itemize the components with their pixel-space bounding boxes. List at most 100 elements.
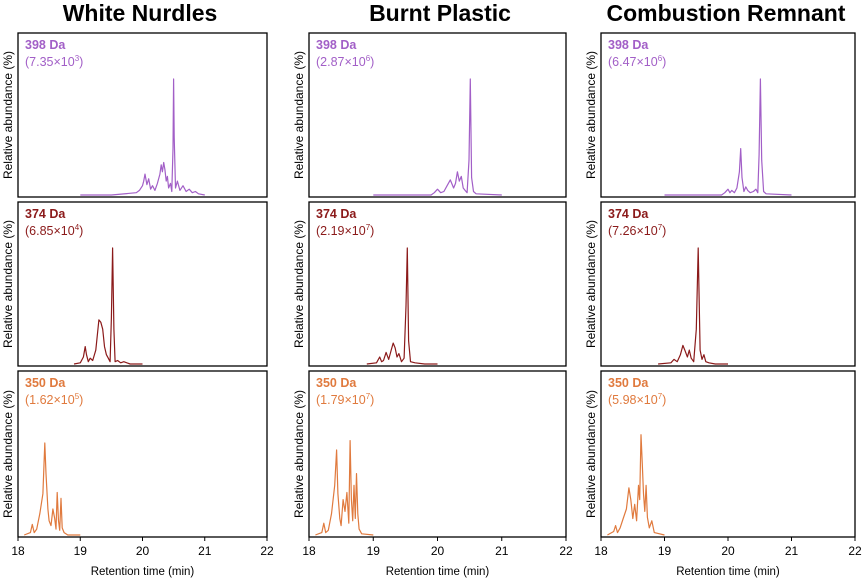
y-axis-label: Relative abundance (%)	[292, 390, 306, 518]
abundance-close: )	[662, 224, 666, 238]
chart-title: Combustion Remnant	[607, 0, 846, 26]
x-tick-label: 22	[848, 544, 862, 558]
x-tick-label: 21	[198, 544, 212, 558]
panel-350-da: Relative abundance (%) 350 Da (1.79×107)	[292, 370, 567, 538]
mass-label: 374 Da	[608, 207, 649, 221]
trace-line	[658, 247, 728, 365]
y-axis-label: Relative abundance (%)	[584, 220, 598, 348]
trace-line	[23, 442, 81, 536]
trace-line	[73, 247, 143, 365]
trace-line	[315, 440, 374, 536]
abundance-close: )	[370, 393, 374, 407]
abundance-label: (2.87×106)	[316, 54, 374, 69]
x-tick-label: 20	[136, 544, 150, 558]
abundance-exponent: 4	[75, 223, 80, 232]
abundance-close: )	[79, 393, 83, 407]
abundance-base: (1.62×10	[25, 393, 75, 407]
y-axis-label: Relative abundance (%)	[584, 51, 598, 179]
trace-line	[366, 247, 438, 365]
chart-column-1: White Nurdles Relative abundance (%) 398 D…	[1, 0, 274, 578]
panel-frame	[308, 32, 567, 198]
abundance-base: (5.98×10	[608, 393, 658, 407]
x-axis-label: Retention time (min)	[676, 566, 780, 578]
trace-line	[607, 434, 665, 536]
abundance-base: (7.35×10	[25, 55, 75, 69]
x-tick-label: 22	[260, 544, 274, 558]
x-axis-label: Retention time (min)	[386, 566, 490, 578]
chart-column-3: Combustion Remnant Relative abundance (%)…	[584, 0, 862, 578]
x-tick-label: 21	[495, 544, 509, 558]
mass-label: 398 Da	[608, 38, 649, 52]
y-axis-label: Relative abundance (%)	[1, 390, 15, 518]
mass-label: 398 Da	[25, 38, 66, 52]
mass-label: 350 Da	[25, 376, 66, 390]
panel-350-da: Relative abundance (%) 350 Da (5.98×107)	[584, 370, 856, 538]
x-tick-label: 20	[721, 544, 735, 558]
panel-374-da: Relative abundance (%) 374 Da (7.26×107)	[584, 201, 856, 367]
x-tick-label: 21	[785, 544, 799, 558]
x-tick-label: 19	[74, 544, 88, 558]
panel-374-da: Relative abundance (%) 374 Da (2.19×107)	[292, 201, 567, 367]
y-axis-label: Relative abundance (%)	[1, 51, 15, 179]
mass-label: 374 Da	[316, 207, 357, 221]
panel-frame	[308, 201, 567, 367]
abundance-exponent: 5	[75, 392, 80, 401]
abundance-base: (7.26×10	[608, 224, 658, 238]
abundance-label: (6.85×104)	[25, 223, 83, 238]
abundance-close: )	[370, 224, 374, 238]
x-tick-label: 20	[431, 544, 445, 558]
panel-398-da: Relative abundance (%) 398 Da (7.35×103)	[1, 32, 268, 198]
panel-frame	[17, 201, 268, 367]
abundance-exponent: 6	[658, 54, 663, 63]
abundance-exponent: 7	[366, 392, 371, 401]
y-axis-label: Relative abundance (%)	[292, 220, 306, 348]
panel-frame	[600, 32, 856, 198]
abundance-label: (7.26×107)	[608, 223, 666, 238]
abundance-label: (5.98×107)	[608, 392, 666, 407]
mass-label: 398 Da	[316, 38, 357, 52]
abundance-base: (2.87×10	[316, 55, 366, 69]
trace-line	[373, 78, 502, 196]
chart-title: White Nurdles	[63, 0, 218, 26]
abundance-close: )	[79, 224, 83, 238]
panel-374-da: Relative abundance (%) 374 Da (6.85×104)	[1, 201, 268, 367]
trace-line	[664, 78, 792, 196]
y-axis-label: Relative abundance (%)	[1, 220, 15, 348]
abundance-base: (6.85×10	[25, 224, 75, 238]
abundance-exponent: 6	[366, 54, 371, 63]
x-tick-label: 18	[594, 544, 608, 558]
trace-line	[80, 78, 205, 196]
abundance-base: (2.19×10	[316, 224, 366, 238]
mass-label: 374 Da	[25, 207, 66, 221]
panel-350-da: Relative abundance (%) 350 Da (1.62×105)	[1, 370, 268, 538]
panel-398-da: Relative abundance (%) 398 Da (6.47×106)	[584, 32, 856, 198]
abundance-label: (2.19×107)	[316, 223, 374, 238]
abundance-base: (1.79×10	[316, 393, 366, 407]
x-axis-label: Retention time (min)	[91, 566, 195, 578]
abundance-label: (7.35×103)	[25, 54, 83, 69]
abundance-base: (6.47×10	[608, 55, 658, 69]
x-tick-label: 22	[559, 544, 573, 558]
abundance-label: (1.79×107)	[316, 392, 374, 407]
panel-frame	[17, 32, 268, 198]
abundance-exponent: 3	[75, 54, 80, 63]
abundance-close: )	[370, 55, 374, 69]
abundance-exponent: 7	[658, 223, 663, 232]
abundance-close: )	[79, 55, 83, 69]
mass-label: 350 Da	[316, 376, 357, 390]
abundance-label: (1.62×105)	[25, 392, 83, 407]
abundance-close: )	[662, 55, 666, 69]
panel-frame	[600, 201, 856, 367]
mass-label: 350 Da	[608, 376, 649, 390]
y-axis-label: Relative abundance (%)	[292, 51, 306, 179]
chart-column-2: Burnt Plastic Relative abundance (%) 398 D…	[292, 0, 573, 578]
y-axis-label: Relative abundance (%)	[584, 390, 598, 518]
x-tick-label: 18	[302, 544, 316, 558]
x-tick-label: 19	[658, 544, 672, 558]
abundance-close: )	[662, 393, 666, 407]
panel-398-da: Relative abundance (%) 398 Da (2.87×106)	[292, 32, 567, 198]
x-tick-label: 19	[367, 544, 381, 558]
abundance-exponent: 7	[366, 223, 371, 232]
chart-title: Burnt Plastic	[369, 0, 511, 26]
